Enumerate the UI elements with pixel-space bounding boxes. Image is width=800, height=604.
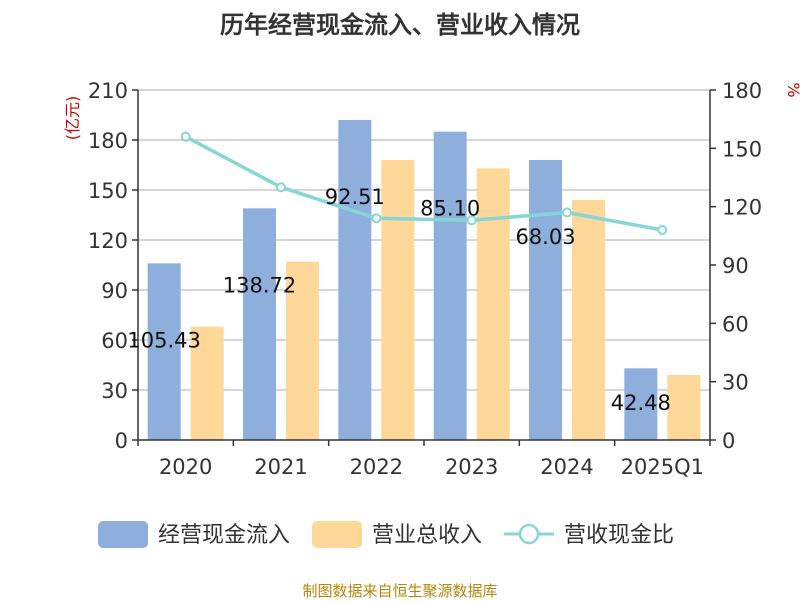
line-point <box>657 225 668 235</box>
x-axis-tick-label: 2022 <box>350 455 403 479</box>
data-label: 85.10 <box>420 197 480 221</box>
right-axis-tick-label: 150 <box>722 137 762 161</box>
line-ratio <box>184 135 663 232</box>
left-axis-tick-label: 120 <box>88 229 128 253</box>
right-axis-tick-label: 30 <box>722 371 749 395</box>
x-axis-tick-label: 2021 <box>254 455 307 479</box>
bar-revenue <box>572 200 605 440</box>
x-axis-tick-label: 2020 <box>159 455 212 479</box>
bar-cash-inflow <box>624 368 658 440</box>
line-point <box>276 182 286 193</box>
legend-swatch-revenue <box>312 521 362 548</box>
data-label: 92.51 <box>325 185 385 209</box>
right-axis-tick-label: 180 <box>722 79 762 103</box>
line-point <box>466 215 477 226</box>
bar-cash-inflow <box>243 208 276 440</box>
right-axis-unit-label: % <box>784 82 800 97</box>
legend: 经营现金流入 营业总收入 营收现金比 <box>98 521 674 548</box>
gridlines <box>138 89 710 391</box>
legend-label: 营业总收入 <box>372 523 482 548</box>
right-axis-tick-label: 0 <box>722 429 735 453</box>
left-axis-tick-label: 210 <box>88 79 128 103</box>
left-axis-tick-label: 90 <box>101 279 128 303</box>
left-axis-tick-label: 180 <box>88 129 128 153</box>
bar-revenue <box>286 261 319 440</box>
bar-revenue <box>190 326 224 440</box>
source-note: 制图数据来自恒生聚源数据库 <box>302 582 497 600</box>
line-point <box>562 207 572 218</box>
line-point <box>180 131 191 142</box>
bar-cash-inflow <box>338 120 372 440</box>
chart-title: 历年经营现金流入、营业收入情况 <box>220 11 580 39</box>
data-label: 105.43 <box>127 328 200 352</box>
x-axis-tick-label: 2024 <box>540 455 593 479</box>
right-axis-tick-label: 60 <box>722 312 749 336</box>
bar-series-group <box>147 120 701 441</box>
x-axis-tick-label: 2023 <box>445 455 498 479</box>
legend-swatch-ratio-marker <box>518 523 540 545</box>
left-axis-tick-label: 60 <box>101 329 128 353</box>
line-point <box>371 213 382 224</box>
bar-cash-inflow <box>147 263 181 440</box>
bar-revenue <box>476 168 510 441</box>
left-axis-tick-label: 150 <box>88 179 128 203</box>
bar-revenue <box>381 160 415 440</box>
data-label: 42.48 <box>611 391 671 415</box>
x-axis-tick-label: 2025Q1 <box>621 455 704 479</box>
legend-label: 经营现金流入 <box>158 523 290 548</box>
axes-group: 0 30 60 90 120 150 180 210 0 30 60 90 120 150 180 2020 2… <box>88 79 762 479</box>
bar-revenue <box>667 375 701 440</box>
right-axis-tick-label: 90 <box>722 254 749 278</box>
left-axis-tick-label: 30 <box>101 379 128 403</box>
left-axis-tick-label: 0 <box>115 429 128 453</box>
data-label: 138.72 <box>223 273 296 297</box>
left-axis-unit-label: (亿元) <box>63 96 82 141</box>
right-axis-tick-label: 120 <box>722 196 762 220</box>
legend-swatch-cash-inflow <box>98 521 148 548</box>
data-labels-group: 105.43 138.72 92.51 85.10 68.03 42.48 <box>127 185 670 415</box>
bar-cash-inflow <box>529 160 562 440</box>
line-series-group <box>180 131 668 235</box>
data-label: 68.03 <box>515 225 575 249</box>
legend-label: 营收现金比 <box>564 523 674 548</box>
bar-cash-inflow <box>433 131 467 440</box>
